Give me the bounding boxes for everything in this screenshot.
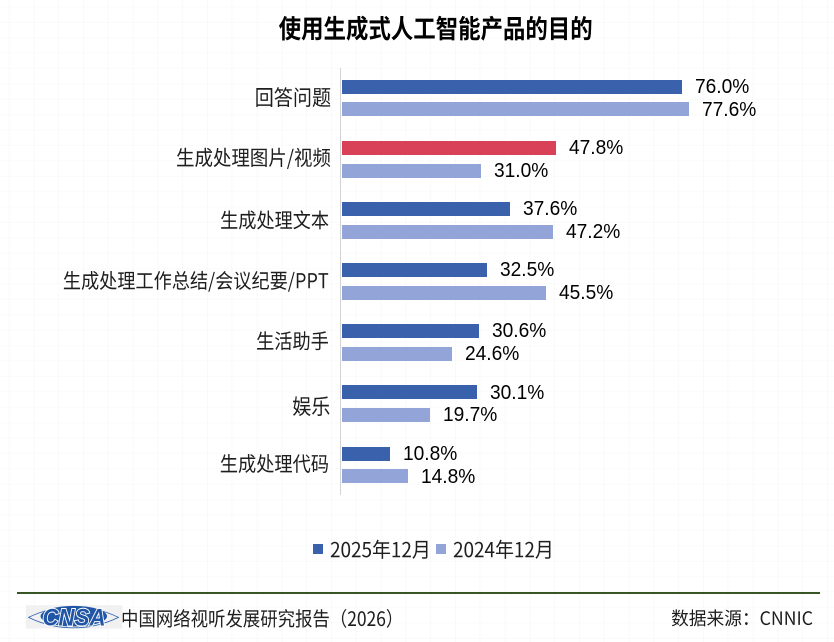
svg-text:CNSA: CNSA (43, 605, 106, 632)
